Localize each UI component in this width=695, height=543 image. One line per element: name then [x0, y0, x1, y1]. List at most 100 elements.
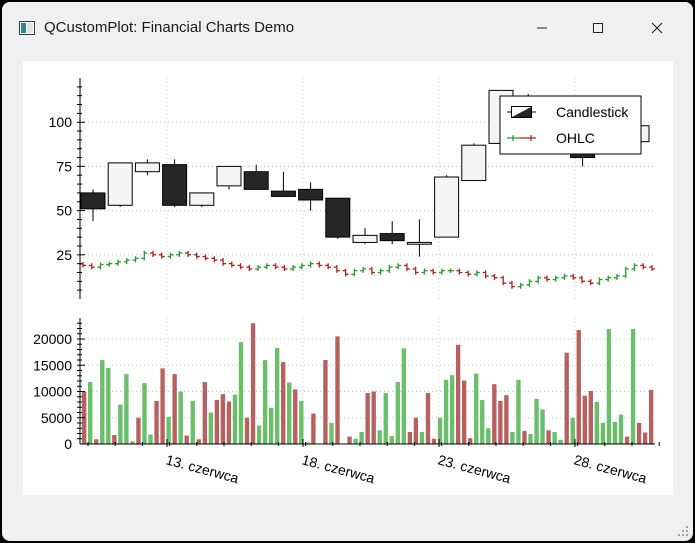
candle-body — [162, 164, 188, 206]
ohlc-bar — [500, 275, 507, 286]
volume-bar — [190, 400, 195, 444]
candlestick-candle — [352, 228, 378, 245]
volume-bar — [305, 442, 310, 444]
candle-body — [80, 192, 106, 210]
volume-bar — [250, 323, 256, 444]
minimize-button[interactable] — [519, 10, 565, 46]
ohlc-bar — [552, 275, 559, 282]
volume-y-tick-label: 15000 — [33, 357, 72, 373]
volume-bar — [166, 416, 171, 444]
volume-bar — [88, 382, 93, 444]
volume-bar — [214, 399, 220, 444]
volume-bar — [546, 430, 551, 444]
ohlc-bar — [640, 263, 647, 270]
plot-area[interactable]: 25 50 75 100 0 5000 10000 15000 20000 13. czerwca… — [23, 61, 673, 495]
ohlc-bar — [456, 268, 463, 275]
volume-bar — [431, 438, 437, 444]
window-title: QCustomPlot: Financial Charts Demo — [44, 19, 295, 36]
volume-bar — [492, 384, 497, 444]
volume-bar — [196, 439, 201, 444]
volume-bar — [130, 441, 135, 444]
ohlc-bar — [491, 273, 498, 280]
volume-bar — [208, 412, 214, 444]
ohlc-bar — [281, 265, 288, 272]
volume-bar — [244, 417, 250, 444]
candlestick-candle — [434, 175, 460, 238]
ohlc-bar — [587, 279, 594, 286]
volume-bar — [262, 360, 268, 444]
resize-grip-icon[interactable] — [677, 525, 689, 537]
candlestick-candle — [216, 165, 242, 190]
date-tick-label: 18. czerwca — [300, 451, 376, 486]
volume-bar — [160, 368, 165, 444]
volume-bar — [564, 352, 569, 444]
ohlc-bar — [97, 262, 104, 270]
volume-bar — [347, 436, 352, 444]
volume-bar — [528, 434, 533, 444]
volume-bar — [226, 401, 232, 444]
legend-candlestick-icon — [507, 106, 536, 118]
ohlc-bar — [649, 265, 655, 272]
ohlc-bar — [193, 252, 200, 259]
volume-bar — [558, 439, 563, 444]
ohlc-bar — [517, 282, 524, 289]
ohlc-bar — [535, 275, 542, 284]
ohlc-bar — [228, 261, 235, 268]
ohlc-bar — [578, 275, 585, 284]
volume-bar — [323, 360, 328, 444]
maximize-button[interactable] — [575, 10, 621, 46]
candle-body — [243, 171, 269, 190]
ohlc-bar — [132, 256, 139, 263]
candlestick-candle — [379, 221, 405, 245]
ohlc-bar — [368, 266, 375, 275]
volume-bar — [630, 329, 636, 444]
candlestick-candle — [406, 219, 432, 257]
volume-y-tick-label: 20000 — [33, 331, 72, 347]
volume-bar — [106, 367, 111, 444]
volume-bar — [449, 375, 455, 444]
volume-bar — [461, 380, 467, 444]
volume-bar — [100, 360, 105, 444]
volume-bar — [522, 430, 527, 444]
volume-bar — [594, 402, 600, 444]
volume-bar — [232, 394, 238, 444]
ohlc-bar — [325, 263, 332, 270]
volume-bar — [256, 425, 262, 444]
volume-y-tick-label: 10000 — [33, 384, 72, 400]
volume-bar — [443, 379, 449, 444]
date-tick-label: 28. czerwca — [572, 451, 648, 486]
volume-bar — [455, 344, 461, 444]
title-bar[interactable]: QCustomPlot: Financial Charts Demo — [2, 2, 693, 54]
financial-chart[interactable]: 25 50 75 100 0 5000 10000 15000 20000 13. czerwca… — [23, 61, 673, 495]
candlestick-candle — [162, 159, 188, 208]
ohlc-bar — [482, 270, 489, 279]
volume-bar — [474, 373, 479, 444]
volume-bar — [365, 393, 370, 444]
volume-bar — [498, 400, 503, 444]
ohlc-bar — [622, 266, 629, 279]
close-icon — [651, 22, 663, 34]
ohlc-bar — [430, 268, 437, 275]
ohlc-bar — [307, 261, 314, 268]
ohlc-bar — [631, 263, 638, 272]
volume-bar — [437, 417, 443, 444]
ohlc-bar — [342, 268, 349, 277]
ohlc-bar — [290, 265, 297, 272]
ohlc-bar — [106, 261, 113, 267]
candlestick-candle — [298, 182, 324, 211]
candle-body — [134, 162, 160, 173]
volume-bar — [618, 414, 624, 444]
ohlc-bar — [333, 265, 340, 273]
volume-bar — [576, 330, 581, 444]
volume-bar — [401, 348, 407, 444]
close-button[interactable] — [634, 10, 680, 46]
volume-bar — [268, 407, 274, 444]
volume-bar — [311, 413, 316, 444]
chart-legend[interactable]: Candlestick OHLC — [499, 95, 642, 155]
ohlc-bar — [158, 252, 165, 259]
candlestick-candle — [134, 159, 160, 176]
ohlc-bar — [403, 263, 410, 272]
ohlc-bar — [508, 280, 515, 289]
ohlc-bar — [176, 250, 183, 257]
